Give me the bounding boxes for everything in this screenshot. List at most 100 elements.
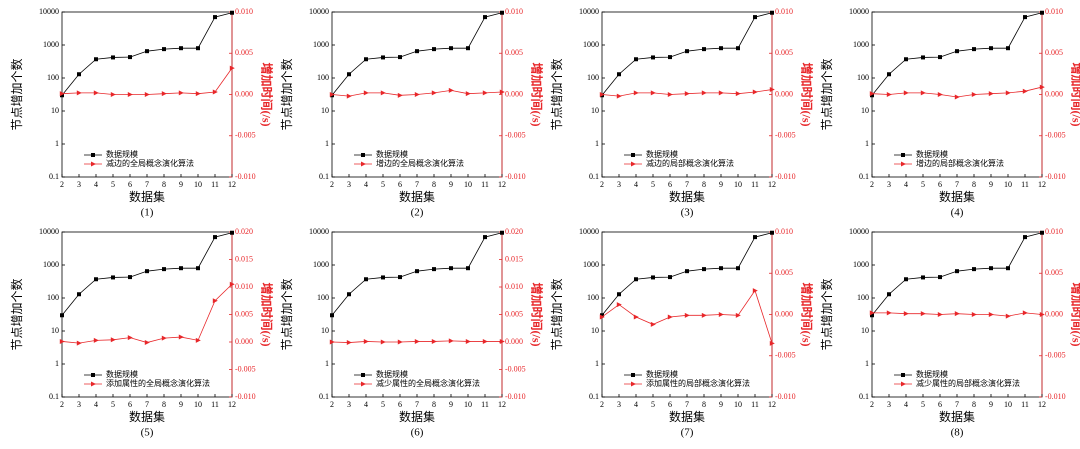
y-tick-label: 10 xyxy=(591,326,599,335)
x-tick-label: 12 xyxy=(498,180,506,189)
y-tick-label: 1 xyxy=(325,139,329,148)
x-tick-label: 2 xyxy=(870,180,874,189)
x-tick-label: 3 xyxy=(347,400,351,409)
x-tick-label: 10 xyxy=(194,180,202,189)
legend-marker xyxy=(631,153,635,157)
marker xyxy=(1005,90,1011,96)
x-tick-label: 7 xyxy=(415,400,419,409)
legend-label: 减边的全局概念演化算法 xyxy=(106,158,194,168)
legend-marker xyxy=(361,153,365,157)
marker xyxy=(921,275,925,280)
x-tick-label: 2 xyxy=(600,180,604,189)
y2-tick-label: 0.000 xyxy=(1045,89,1063,98)
series-line xyxy=(601,289,773,344)
marker xyxy=(77,292,81,297)
y-tick-label: 1000 xyxy=(583,40,599,49)
marker xyxy=(465,91,471,97)
y-tick-label: 0.1 xyxy=(319,172,329,181)
x-tick-label: 8 xyxy=(702,180,706,189)
x-axis-label: 数据集 xyxy=(129,409,165,424)
chart: 2 3 4 5 6 7 8 9 10 11 12 0.1 1 10 100 1000 10000 -0.010 -0… xyxy=(549,7,815,219)
x-tick-label: 12 xyxy=(228,180,236,189)
marker xyxy=(753,235,757,240)
marker xyxy=(920,311,926,317)
x-tick-label: 3 xyxy=(887,180,891,189)
y2-axis-label: 增加时间(/s) xyxy=(529,283,544,347)
marker xyxy=(954,94,960,100)
marker xyxy=(178,334,184,340)
y2-tick-label: -0.010 xyxy=(775,392,796,401)
y2-tick-label: -0.010 xyxy=(505,392,526,401)
caption: (2) xyxy=(411,207,424,219)
marker xyxy=(179,266,183,271)
legend-label: 数据规模 xyxy=(376,369,408,379)
marker xyxy=(196,266,200,271)
marker xyxy=(1006,46,1010,51)
marker xyxy=(718,312,724,317)
x-tick-label: 9 xyxy=(179,180,183,189)
y2-tick-label: -0.005 xyxy=(775,351,796,360)
x-tick-label: 9 xyxy=(989,400,993,409)
marker xyxy=(195,91,201,97)
marker xyxy=(736,266,740,271)
marker xyxy=(1039,84,1045,90)
marker xyxy=(414,92,420,97)
y-tick-label: 10000 xyxy=(309,227,329,236)
x-tick-label: 8 xyxy=(432,400,436,409)
y2-tick-label: 0.015 xyxy=(505,254,523,263)
marker xyxy=(1005,313,1011,319)
marker xyxy=(161,91,167,97)
y2-axis-label: 增加时间(/s) xyxy=(1069,283,1080,347)
y-axis-label: 节点增加个数 xyxy=(819,278,834,350)
y-tick-label: 1 xyxy=(325,359,329,368)
marker xyxy=(1039,312,1045,317)
series-line xyxy=(871,12,1043,96)
x-tick-label: 3 xyxy=(617,400,621,409)
marker xyxy=(989,266,993,271)
marker xyxy=(483,235,487,240)
x-tick-label: 5 xyxy=(381,400,385,409)
x-tick-label: 12 xyxy=(1038,400,1046,409)
marker xyxy=(415,269,419,274)
marker xyxy=(329,92,335,97)
legend-marker xyxy=(631,381,636,387)
y-tick-label: 100 xyxy=(47,73,59,82)
x-axis-label: 数据集 xyxy=(939,409,975,424)
y-tick-label: 100 xyxy=(857,73,869,82)
y2-tick-label: -0.005 xyxy=(1045,351,1066,360)
y-tick-label: 0.1 xyxy=(319,392,329,401)
y-tick-label: 0.1 xyxy=(49,392,59,401)
legend-label: 数据规模 xyxy=(646,369,678,379)
x-tick-label: 4 xyxy=(904,180,908,189)
y-axis-label: 节点增加个数 xyxy=(9,58,24,130)
x-tick-label: 10 xyxy=(1004,400,1012,409)
marker xyxy=(955,49,959,54)
x-tick-label: 7 xyxy=(145,400,149,409)
marker xyxy=(870,313,874,318)
marker xyxy=(736,46,740,51)
caption: (6) xyxy=(411,427,424,439)
marker xyxy=(938,275,942,280)
caption: (7) xyxy=(681,427,694,439)
x-tick-label: 3 xyxy=(77,180,81,189)
marker xyxy=(482,338,488,344)
y-axis-label: 节点增加个数 xyxy=(819,58,834,130)
x-tick-label: 9 xyxy=(719,180,723,189)
marker xyxy=(770,230,774,235)
marker xyxy=(633,314,639,320)
x-tick-label: 6 xyxy=(668,400,672,409)
y-axis-label: 节点增加个数 xyxy=(549,58,564,130)
marker xyxy=(482,90,488,96)
marker xyxy=(719,266,723,271)
marker xyxy=(617,292,621,297)
x-tick-label: 10 xyxy=(1004,180,1012,189)
series-line xyxy=(871,232,1043,316)
x-tick-label: 4 xyxy=(904,400,908,409)
y2-tick-label: -0.010 xyxy=(775,172,796,181)
marker xyxy=(937,92,943,97)
x-tick-label: 3 xyxy=(887,400,891,409)
marker xyxy=(110,337,116,343)
x-tick-label: 8 xyxy=(432,180,436,189)
y2-tick-label: -0.005 xyxy=(235,364,256,373)
marker xyxy=(432,267,436,272)
